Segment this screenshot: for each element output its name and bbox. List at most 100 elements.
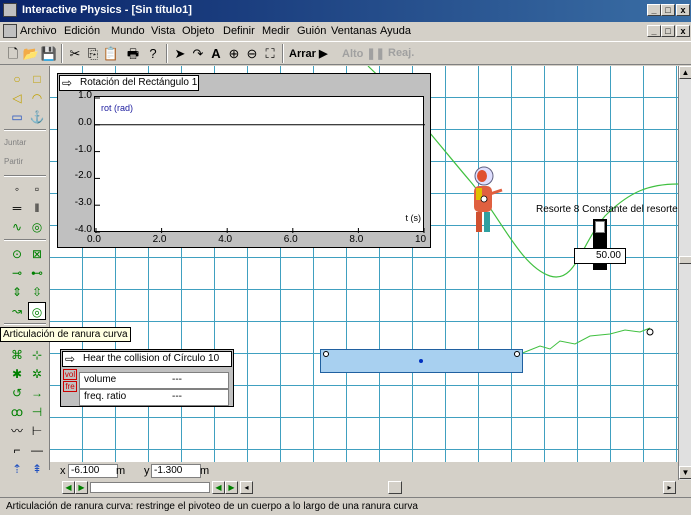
menu-mundo[interactable]: Mundo bbox=[111, 25, 145, 37]
zoom-out-icon[interactable]: ⊖ bbox=[246, 46, 258, 61]
rewind-icon[interactable]: ◀ bbox=[62, 481, 75, 494]
zoom-in-icon[interactable]: ⊕ bbox=[228, 46, 240, 61]
scroll-left-icon[interactable]: ◂ bbox=[240, 481, 253, 494]
stop-button[interactable]: Alto ❚❚ bbox=[342, 48, 385, 60]
line-tool-icon[interactable]: — bbox=[31, 443, 43, 457]
cut-icon[interactable]: ✂ bbox=[69, 46, 81, 61]
astronaut-image[interactable] bbox=[464, 166, 504, 246]
force-tool-icon[interactable]: ⇡ bbox=[11, 462, 23, 476]
rigid-joint-tool-icon[interactable]: ⊠ bbox=[31, 247, 43, 261]
torsion-spring-tool-icon[interactable]: ꝏ bbox=[10, 405, 24, 419]
menu-definir[interactable]: Definir bbox=[223, 25, 255, 37]
minimize-button[interactable]: _ bbox=[647, 4, 661, 16]
hscroll-thumb[interactable] bbox=[388, 481, 402, 494]
graph-arrow-icon[interactable]: ⇨ bbox=[62, 76, 73, 90]
actuator-tool-icon[interactable]: → bbox=[31, 386, 43, 400]
reset-button[interactable]: Reaj. bbox=[388, 47, 415, 59]
meter-header[interactable]: ⇨ Hear the collision of Círculo 10 bbox=[62, 351, 232, 367]
graph-window[interactable]: ⇨ Rotación del Rectángulo 1 rot (rad) t … bbox=[57, 73, 431, 248]
circle-tool-icon[interactable]: ○ bbox=[13, 72, 21, 86]
doc-close-button[interactable]: x bbox=[676, 25, 690, 37]
doc-icon[interactable] bbox=[3, 24, 17, 38]
maximize-button[interactable]: □ bbox=[661, 4, 675, 16]
curved-body-tool-icon[interactable]: ◠ bbox=[31, 91, 43, 105]
join-button[interactable]: Juntar bbox=[4, 138, 27, 147]
keyed-slot-tool-icon[interactable]: ⊷ bbox=[31, 266, 43, 280]
scroll-up-icon[interactable]: ▲ bbox=[679, 66, 691, 79]
doc-minimize-button[interactable]: _ bbox=[647, 25, 661, 37]
x-tick-label: 2.0 bbox=[152, 234, 167, 245]
close-button[interactable]: x bbox=[676, 4, 690, 16]
scroll-down-icon[interactable]: ▼ bbox=[679, 466, 691, 479]
torque-tool-icon[interactable]: ⇞ bbox=[31, 462, 43, 476]
meter-window[interactable]: ⇨ Hear the collision of Círculo 10 vol f… bbox=[60, 349, 234, 407]
curved-slot-tool-icon[interactable]: ↝ bbox=[11, 304, 23, 318]
pulley-tool-icon[interactable]: ◎ bbox=[31, 220, 43, 234]
curved-slot-joint-tool-icon[interactable]: ◎ bbox=[28, 302, 46, 320]
doc-restore-button[interactable]: □ bbox=[661, 25, 675, 37]
paste-icon[interactable]: 📋 bbox=[102, 46, 120, 61]
spring-value-field[interactable]: 50.00 bbox=[574, 248, 626, 264]
polygon-tool-icon[interactable]: ◁ bbox=[12, 91, 22, 105]
vertical-scrollbar[interactable]: ▲ ▼ bbox=[678, 66, 691, 480]
spring-joint-tool-icon[interactable]: ⊹ bbox=[31, 348, 43, 362]
graph-header[interactable]: ⇨ Rotación del Rectángulo 1 bbox=[59, 75, 199, 91]
vertical-slot-tool-icon[interactable]: ⇕ bbox=[11, 285, 23, 299]
menu-ayuda[interactable]: Ayuda bbox=[380, 25, 411, 37]
square-tool-icon[interactable]: ▭ bbox=[11, 110, 23, 124]
point-tool-icon[interactable]: ◦ bbox=[14, 182, 20, 196]
square-point-tool-icon[interactable]: ▫ bbox=[34, 182, 40, 196]
right-point[interactable] bbox=[514, 351, 520, 357]
scroll-right-icon[interactable]: ▸ bbox=[663, 481, 676, 494]
horizontal-scrollbar[interactable]: ◀ ▶ ◀ ▶ ◂ ▸ bbox=[50, 480, 678, 495]
horizontal-slot-tool-icon[interactable]: ⊸ bbox=[11, 266, 23, 280]
save-icon[interactable]: 💾 bbox=[40, 46, 58, 61]
slider-thumb[interactable] bbox=[595, 221, 605, 233]
copy-icon[interactable]: ⎘ bbox=[87, 46, 99, 61]
spring-tool-icon[interactable]: 〰 bbox=[10, 424, 23, 438]
linear-damper-tool-icon[interactable]: ⊢ bbox=[31, 424, 43, 438]
tape-start-icon[interactable]: ◀ bbox=[212, 481, 225, 494]
left-point[interactable] bbox=[323, 351, 329, 357]
print-icon[interactable]: 🖶 bbox=[126, 46, 140, 61]
x-coordinate-field[interactable]: -6.100 bbox=[68, 464, 118, 478]
rotate-tool-icon[interactable]: ↷ bbox=[192, 46, 204, 61]
meter-row-label: freq. ratio bbox=[84, 391, 127, 402]
help-icon[interactable]: ? bbox=[149, 46, 157, 61]
rod-tool-icon[interactable]: ═ bbox=[12, 201, 22, 215]
zoom-fit-icon[interactable]: ⛶ bbox=[265, 46, 275, 61]
text-tool-icon[interactable]: A bbox=[211, 46, 221, 61]
rectangle-tool-icon[interactable]: □ bbox=[33, 72, 41, 86]
split-button[interactable]: Partir bbox=[4, 157, 24, 166]
meter-arrow-icon[interactable]: ⇨ bbox=[65, 352, 76, 366]
menu-guion[interactable]: Guión bbox=[297, 25, 327, 37]
rope-separator-tool-icon[interactable]: ⌐ bbox=[13, 443, 21, 457]
slot-tool-icon[interactable]: ‖ bbox=[34, 201, 40, 215]
menu-medir[interactable]: Medir bbox=[262, 25, 290, 37]
step-forward-icon[interactable]: ▶ bbox=[75, 481, 88, 494]
y-coordinate-field[interactable]: -1.300 bbox=[151, 464, 201, 478]
menu-ventanas[interactable]: Ventanas bbox=[331, 25, 377, 37]
scroll-thumb[interactable] bbox=[679, 256, 691, 264]
run-button[interactable]: Arrar ▶ bbox=[289, 48, 328, 60]
gear-pair-tool-icon[interactable]: ✲ bbox=[31, 367, 43, 381]
menu-archivo[interactable]: Archivo bbox=[20, 25, 57, 37]
tape-end-icon[interactable]: ▶ bbox=[225, 481, 238, 494]
new-file-icon[interactable]: 🗋 bbox=[7, 46, 19, 61]
gear-tool-icon[interactable]: ✱ bbox=[11, 367, 23, 381]
arrow-tool-icon[interactable]: ➤ bbox=[174, 46, 186, 61]
menu-objeto[interactable]: Objeto bbox=[182, 25, 215, 37]
app-icon[interactable] bbox=[3, 3, 17, 17]
menu-vista[interactable]: Vista bbox=[151, 25, 176, 37]
rope-tool-icon[interactable]: ∿ bbox=[11, 220, 23, 234]
spring-pin-tool-icon[interactable]: ⌘ bbox=[11, 348, 23, 362]
rectangle-body[interactable] bbox=[320, 349, 523, 373]
damper-tool-icon[interactable]: ⊣ bbox=[31, 405, 43, 419]
playback-track[interactable] bbox=[90, 482, 210, 493]
motor-tool-icon[interactable]: ↺ bbox=[11, 386, 23, 400]
anchor-tool-icon[interactable]: ⚓ bbox=[29, 110, 45, 124]
pin-joint-tool-icon[interactable]: ⊙ bbox=[11, 247, 23, 261]
keyed-vertical-slot-tool-icon[interactable]: ⇳ bbox=[31, 285, 43, 299]
menu-edicion[interactable]: Edición bbox=[64, 25, 101, 37]
open-folder-icon[interactable]: 📂 bbox=[22, 46, 40, 61]
